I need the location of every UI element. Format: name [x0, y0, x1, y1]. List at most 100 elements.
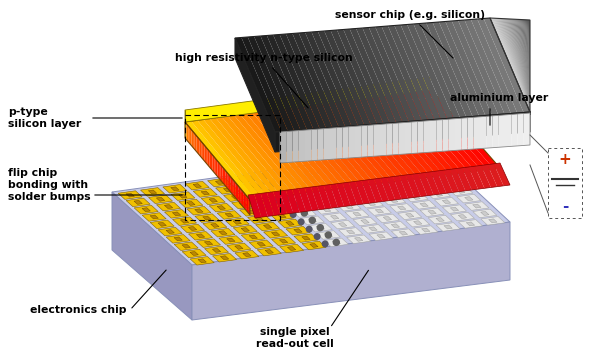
Polygon shape — [441, 175, 449, 179]
Polygon shape — [337, 29, 383, 124]
Polygon shape — [392, 123, 399, 155]
Polygon shape — [446, 21, 492, 115]
Polygon shape — [268, 182, 276, 185]
Polygon shape — [228, 115, 300, 195]
Polygon shape — [185, 182, 209, 190]
Polygon shape — [343, 182, 357, 205]
Polygon shape — [513, 19, 530, 114]
Polygon shape — [450, 207, 459, 211]
Circle shape — [274, 197, 280, 203]
Polygon shape — [437, 120, 443, 152]
Polygon shape — [248, 37, 294, 131]
Polygon shape — [187, 207, 211, 215]
Polygon shape — [387, 93, 462, 174]
Polygon shape — [351, 187, 359, 191]
Circle shape — [301, 210, 307, 216]
Polygon shape — [205, 146, 206, 163]
Polygon shape — [206, 147, 208, 165]
Polygon shape — [288, 246, 296, 250]
Circle shape — [282, 204, 288, 210]
Polygon shape — [374, 178, 389, 201]
Polygon shape — [295, 106, 369, 185]
Polygon shape — [331, 30, 377, 125]
Polygon shape — [343, 127, 349, 159]
Polygon shape — [327, 165, 335, 169]
Polygon shape — [346, 230, 355, 234]
Polygon shape — [193, 184, 202, 188]
Polygon shape — [185, 121, 257, 200]
Polygon shape — [425, 172, 440, 195]
Polygon shape — [158, 223, 166, 226]
Polygon shape — [338, 100, 413, 180]
Polygon shape — [519, 20, 530, 114]
Polygon shape — [320, 102, 393, 182]
Polygon shape — [126, 198, 150, 207]
Polygon shape — [451, 20, 498, 115]
Polygon shape — [473, 209, 497, 218]
Polygon shape — [166, 234, 190, 243]
Polygon shape — [267, 35, 313, 130]
Polygon shape — [399, 175, 414, 198]
Polygon shape — [172, 212, 181, 216]
Polygon shape — [142, 213, 166, 221]
Polygon shape — [380, 178, 395, 201]
Polygon shape — [234, 180, 236, 198]
Polygon shape — [298, 188, 312, 211]
Polygon shape — [249, 235, 257, 239]
Polygon shape — [323, 213, 347, 221]
Polygon shape — [369, 27, 415, 122]
Polygon shape — [353, 212, 361, 216]
Polygon shape — [512, 19, 530, 114]
Polygon shape — [424, 88, 500, 169]
Circle shape — [315, 234, 320, 239]
Circle shape — [298, 219, 304, 225]
Polygon shape — [448, 182, 457, 186]
Circle shape — [285, 195, 291, 201]
Polygon shape — [239, 186, 240, 203]
Polygon shape — [225, 213, 233, 217]
Polygon shape — [495, 18, 530, 113]
Polygon shape — [376, 26, 422, 121]
Polygon shape — [248, 210, 256, 214]
Polygon shape — [324, 238, 349, 246]
Polygon shape — [461, 118, 468, 150]
Polygon shape — [240, 208, 264, 216]
Polygon shape — [215, 185, 240, 194]
Polygon shape — [311, 129, 318, 161]
Polygon shape — [315, 201, 323, 204]
Polygon shape — [369, 95, 444, 176]
Polygon shape — [500, 19, 530, 113]
Polygon shape — [458, 20, 505, 114]
Polygon shape — [350, 29, 396, 123]
Polygon shape — [428, 215, 452, 224]
Polygon shape — [232, 179, 234, 196]
Polygon shape — [195, 214, 219, 223]
Polygon shape — [420, 208, 444, 216]
Polygon shape — [185, 122, 187, 140]
Polygon shape — [316, 231, 340, 239]
Polygon shape — [246, 185, 254, 189]
Polygon shape — [195, 209, 203, 213]
Polygon shape — [179, 199, 203, 208]
Polygon shape — [225, 218, 249, 227]
Polygon shape — [383, 221, 407, 230]
Polygon shape — [376, 214, 399, 223]
Polygon shape — [174, 242, 198, 250]
Polygon shape — [465, 197, 473, 201]
Polygon shape — [503, 19, 530, 113]
Polygon shape — [243, 192, 245, 209]
Polygon shape — [217, 211, 241, 219]
Polygon shape — [283, 176, 307, 185]
Polygon shape — [443, 170, 459, 192]
Polygon shape — [396, 181, 404, 185]
Polygon shape — [398, 211, 422, 220]
Polygon shape — [335, 172, 344, 176]
Polygon shape — [524, 20, 530, 115]
Polygon shape — [181, 224, 205, 233]
Polygon shape — [362, 97, 438, 177]
Polygon shape — [472, 204, 481, 208]
Polygon shape — [264, 229, 288, 238]
Polygon shape — [240, 188, 242, 205]
Polygon shape — [305, 173, 329, 182]
Polygon shape — [343, 185, 367, 193]
